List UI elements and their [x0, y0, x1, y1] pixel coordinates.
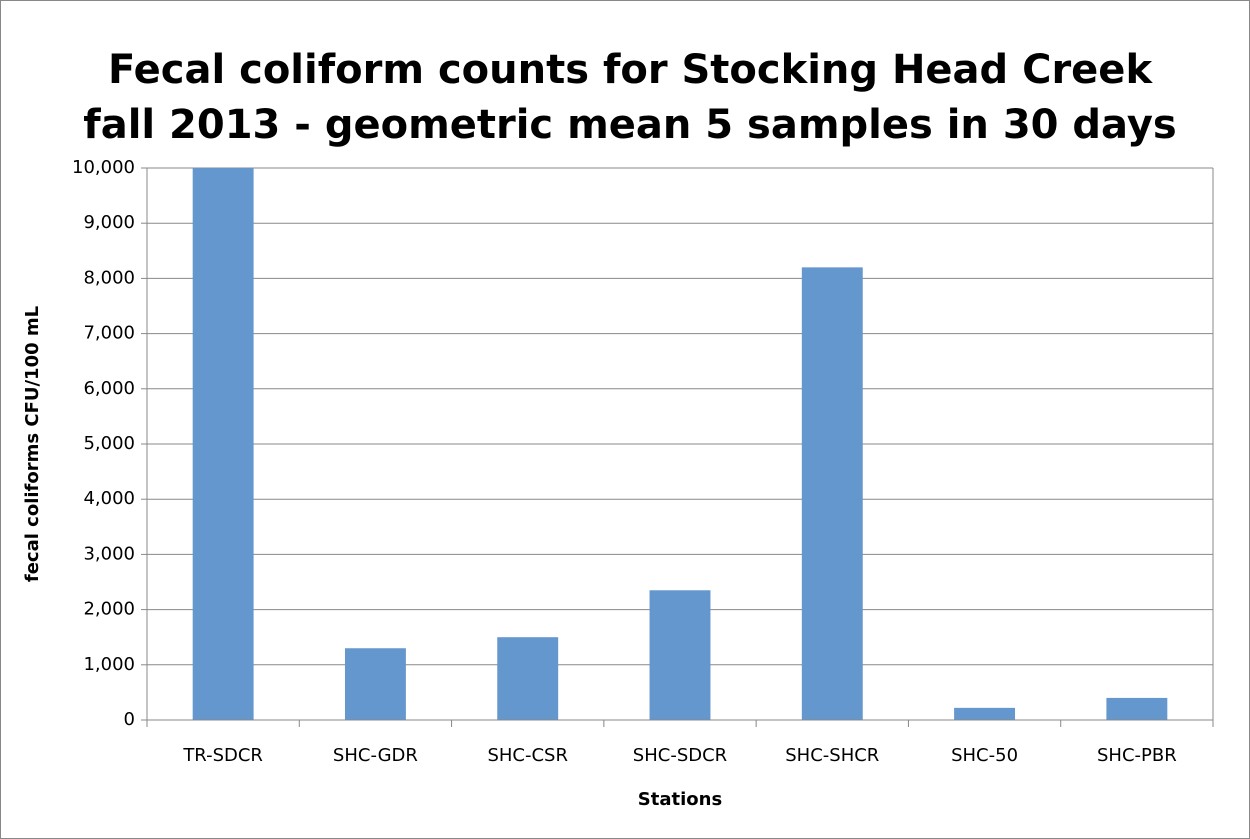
- bar: [954, 707, 1016, 720]
- x-tick-label: SHC-PBR: [1097, 745, 1177, 766]
- x-tick-label: SHC-CSR: [487, 745, 568, 766]
- y-tick-label: 0: [124, 709, 135, 730]
- y-tick-label: 8,000: [83, 267, 135, 288]
- y-axis-label: fecal coliforms CFU/100 mL: [22, 306, 43, 582]
- y-tick-label: 7,000: [83, 323, 135, 344]
- x-tick-label: SHC-SDCR: [633, 745, 727, 766]
- bar: [649, 590, 711, 720]
- bar: [497, 637, 559, 720]
- x-tick-label: SHC-GDR: [333, 745, 418, 766]
- y-tick-label: 5,000: [83, 433, 135, 454]
- x-tick-label: TR-SDCR: [182, 745, 263, 766]
- y-tick-label: 6,000: [83, 378, 135, 399]
- bar: [344, 648, 406, 720]
- y-tick-label: 1,000: [83, 654, 135, 675]
- x-tick-label: SHC-50: [951, 745, 1018, 766]
- y-tick-label: 3,000: [83, 543, 135, 564]
- chart-title: Fecal coliform counts for Stocking Head …: [108, 47, 1154, 93]
- bar: [801, 267, 863, 720]
- y-tick-label: 10,000: [72, 157, 135, 178]
- x-tick-label: SHC-SHCR: [785, 745, 879, 766]
- y-tick-label: 4,000: [83, 488, 135, 509]
- x-axis-label: Stations: [638, 789, 722, 810]
- y-tick-label: 2,000: [83, 599, 135, 620]
- chart-title: fall 2013 - geometric mean 5 samples in …: [83, 102, 1176, 148]
- bar: [192, 168, 254, 720]
- bar: [1106, 697, 1168, 720]
- y-tick-label: 9,000: [83, 212, 135, 233]
